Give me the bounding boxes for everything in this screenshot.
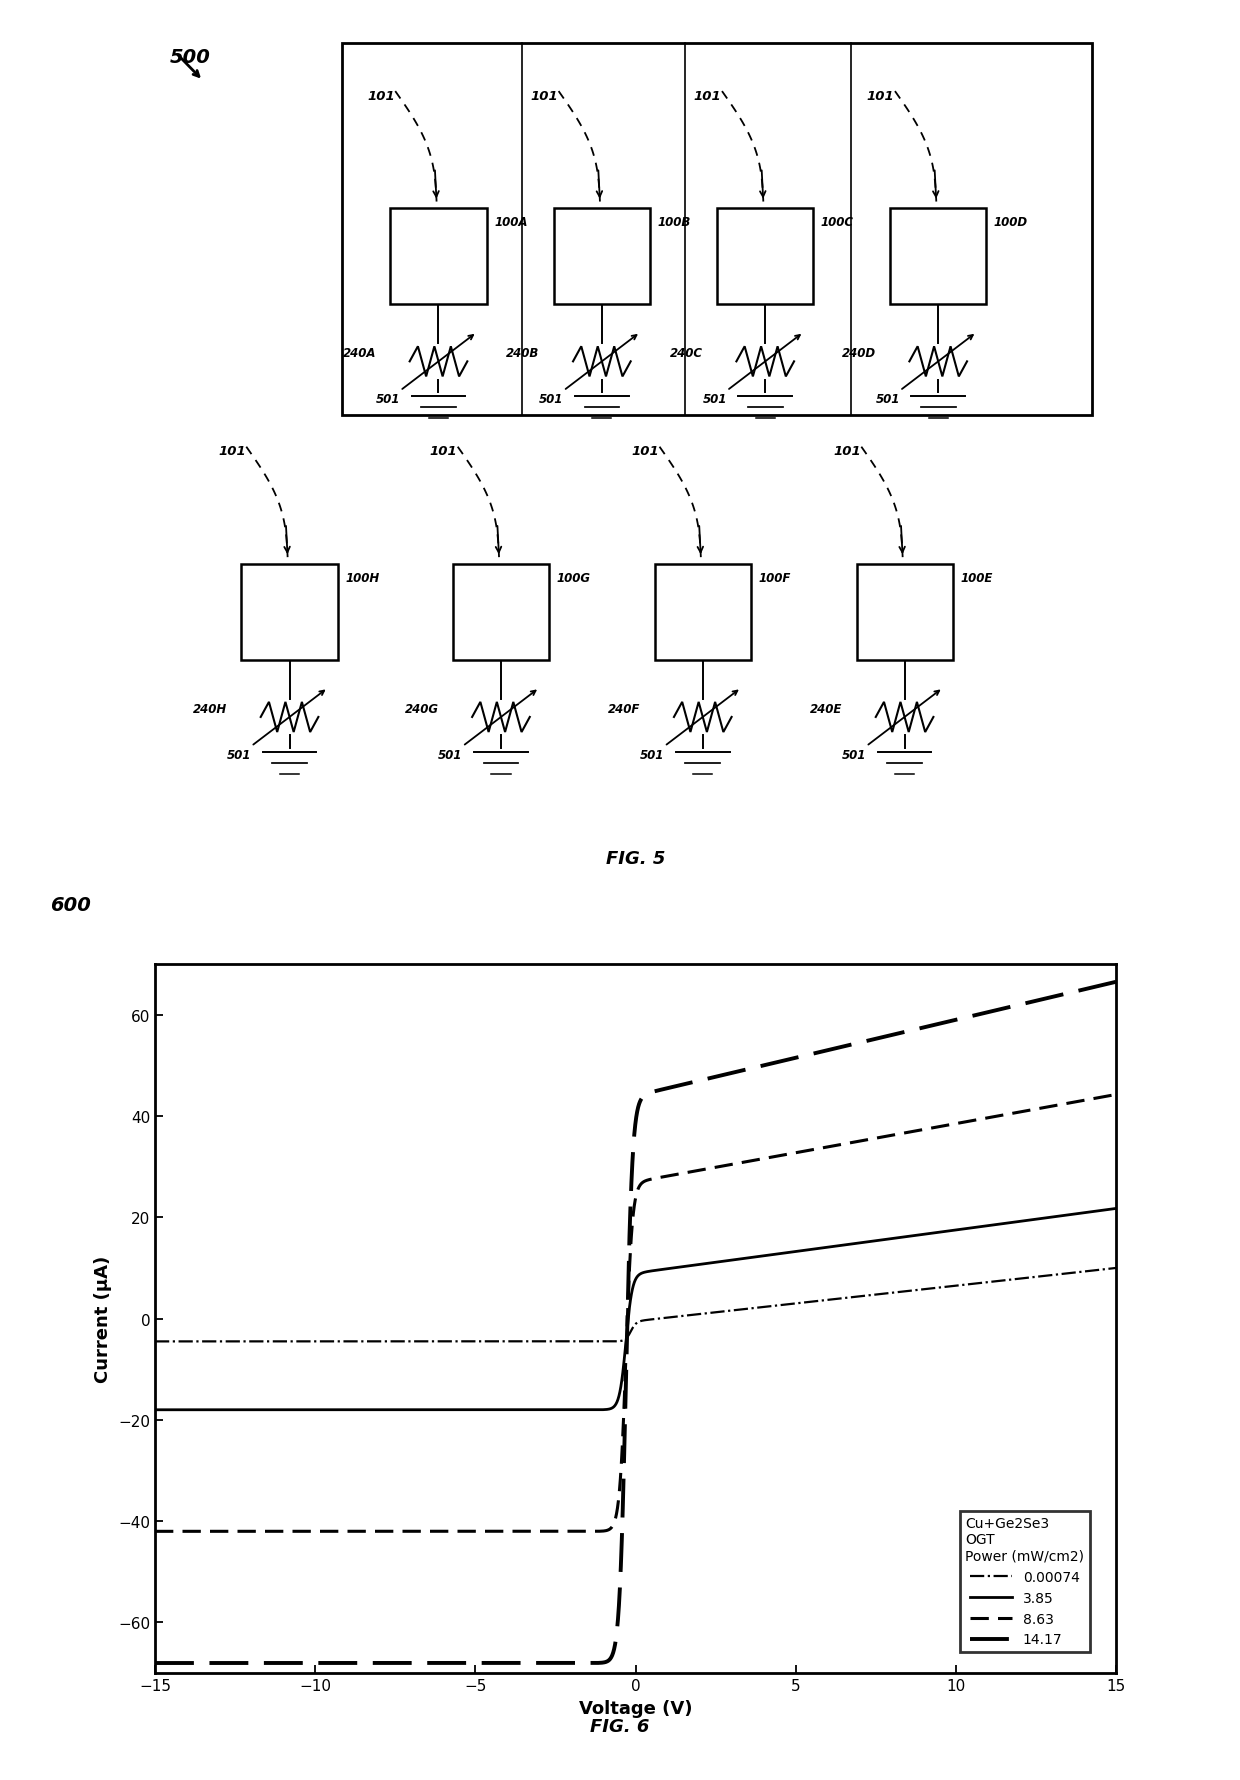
X-axis label: Voltage (V): Voltage (V) — [579, 1698, 692, 1716]
Text: 501: 501 — [640, 748, 665, 762]
Text: 101: 101 — [367, 89, 394, 103]
Bar — [717, 208, 813, 306]
Text: 101: 101 — [693, 89, 722, 103]
Text: 101: 101 — [531, 89, 558, 103]
Y-axis label: Current (μA): Current (μA) — [94, 1255, 113, 1383]
Text: 101: 101 — [833, 445, 861, 457]
Text: 501: 501 — [702, 393, 727, 406]
Text: 100G: 100G — [557, 571, 590, 584]
Text: 240D: 240D — [842, 347, 875, 360]
Text: 101: 101 — [218, 445, 246, 457]
Text: 240B: 240B — [506, 347, 539, 360]
Text: FIG. 6: FIG. 6 — [590, 1718, 650, 1736]
Text: 240G: 240G — [404, 703, 439, 716]
Text: 100A: 100A — [495, 215, 528, 230]
Text: 100E: 100E — [960, 571, 993, 584]
Text: 600: 600 — [50, 895, 91, 915]
Bar — [655, 564, 750, 660]
Bar — [890, 208, 986, 306]
Text: 240E: 240E — [810, 703, 842, 716]
Text: 101: 101 — [867, 89, 894, 103]
Text: 501: 501 — [376, 393, 401, 406]
Text: 240F: 240F — [608, 703, 640, 716]
Text: 500: 500 — [170, 48, 211, 68]
Text: 100H: 100H — [345, 571, 379, 584]
Bar — [857, 564, 952, 660]
Text: 100F: 100F — [759, 571, 791, 584]
Legend: 0.00074, 3.85, 8.63, 14.17: 0.00074, 3.85, 8.63, 14.17 — [960, 1511, 1090, 1652]
Text: 100D: 100D — [994, 215, 1028, 230]
Text: 101: 101 — [429, 445, 458, 457]
Bar — [391, 208, 486, 306]
Text: 501: 501 — [842, 748, 866, 762]
Text: 240C: 240C — [670, 347, 703, 360]
Text: 501: 501 — [227, 748, 250, 762]
Text: 101: 101 — [631, 445, 658, 457]
Text: 100C: 100C — [821, 215, 854, 230]
Text: FIG. 5: FIG. 5 — [606, 849, 665, 867]
Bar — [453, 564, 549, 660]
Text: 240H: 240H — [193, 703, 227, 716]
Bar — [554, 208, 650, 306]
Text: 240A: 240A — [342, 347, 376, 360]
Text: 501: 501 — [875, 393, 900, 406]
Text: 100B: 100B — [657, 215, 691, 230]
Text: 501: 501 — [539, 393, 563, 406]
Bar — [342, 44, 1092, 417]
Text: 501: 501 — [438, 748, 463, 762]
Bar — [242, 564, 337, 660]
